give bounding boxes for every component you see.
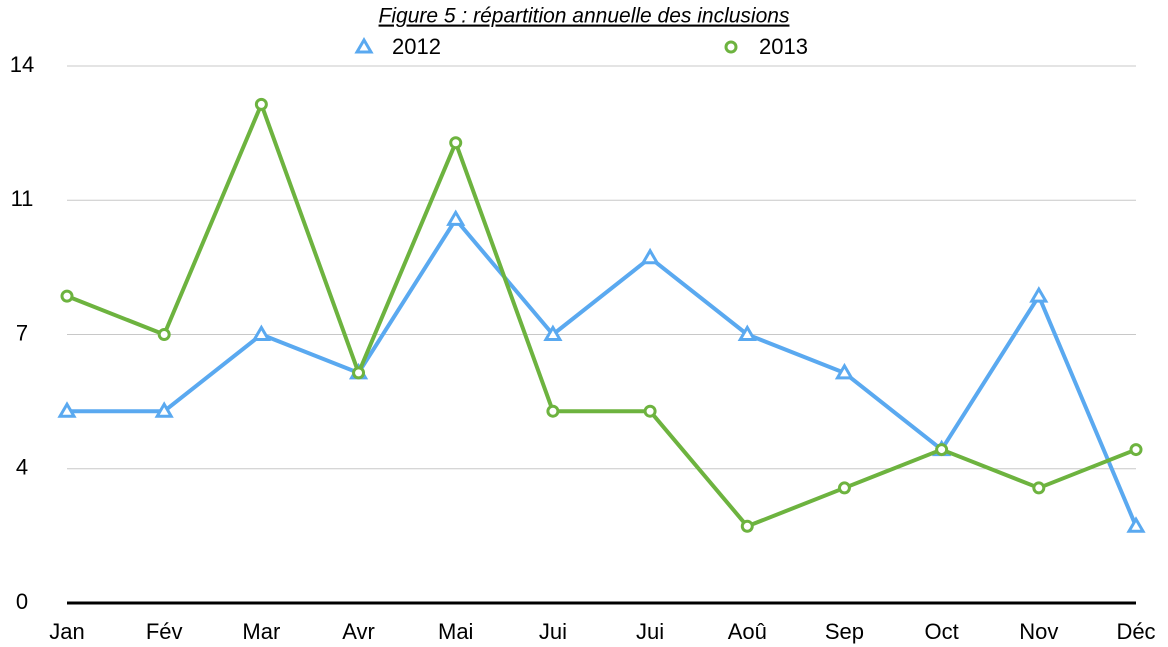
x-tick-label: Jui [636, 619, 664, 644]
series-line [67, 217, 1138, 528]
marker [643, 404, 657, 418]
marker [543, 324, 563, 341]
legend-label: 2012 [392, 34, 441, 59]
x-tick-label: Mar [242, 619, 280, 644]
marker [740, 519, 754, 533]
marker [449, 136, 463, 150]
marker [60, 289, 74, 303]
marker [251, 324, 271, 341]
marker [935, 443, 949, 457]
legend-marker [354, 37, 374, 54]
legend-label: 2013 [759, 34, 808, 59]
y-tick-label: 14 [10, 52, 34, 77]
x-tick-label: Aoû [728, 619, 767, 644]
x-tick-label: Sep [825, 619, 864, 644]
x-tick-label: Fév [146, 619, 183, 644]
marker [546, 404, 560, 418]
chart-title: Figure 5 : répartition annuelle des incl… [379, 5, 790, 28]
legend-marker [724, 40, 738, 54]
marker [1126, 516, 1146, 533]
y-tick-label: 11 [11, 186, 34, 211]
x-tick-label: Déc [1116, 619, 1155, 644]
marker [1029, 286, 1049, 303]
x-tick-label: Jui [539, 619, 567, 644]
marker [154, 401, 174, 418]
marker [834, 362, 855, 380]
x-tick-label: Mai [438, 619, 473, 644]
x-tick-label: Oct [925, 619, 959, 644]
x-tick-label: Avr [342, 619, 375, 644]
marker [1032, 481, 1046, 495]
marker [57, 401, 77, 418]
y-tick-label: 4 [16, 455, 28, 480]
series-line [66, 102, 1137, 529]
marker [837, 481, 851, 495]
x-tick-label: Nov [1019, 619, 1058, 644]
marker [1129, 443, 1143, 457]
marker [640, 247, 660, 265]
y-tick-label: 7 [16, 320, 28, 345]
marker [254, 97, 268, 111]
marker [157, 328, 171, 341]
marker [737, 324, 757, 341]
marker [446, 209, 466, 226]
x-tick-label: Jan [49, 619, 84, 644]
marker [352, 366, 366, 380]
y-tick-label: 0 [16, 589, 28, 614]
